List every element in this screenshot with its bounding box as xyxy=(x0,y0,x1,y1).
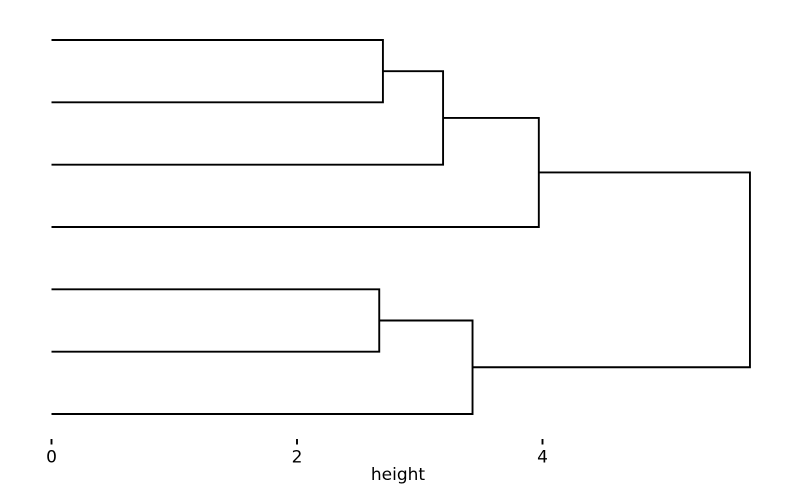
x-axis-tick-label: 2 xyxy=(292,448,303,468)
dendrogram-merge xyxy=(51,116,540,228)
dendrogram-merge xyxy=(51,319,474,415)
x-axis-tick-label: 4 xyxy=(537,448,548,468)
dendrogram-merge xyxy=(51,39,384,104)
dendrogram-merge xyxy=(472,171,751,369)
dendrogram-tree xyxy=(51,39,751,415)
x-axis-tick-label: 0 xyxy=(46,448,57,468)
dendrogram-merge xyxy=(51,288,381,353)
x-axis: 0 2 4 xyxy=(46,439,548,468)
x-axis-label: height xyxy=(371,465,426,485)
dendrogram-merge xyxy=(51,70,445,166)
